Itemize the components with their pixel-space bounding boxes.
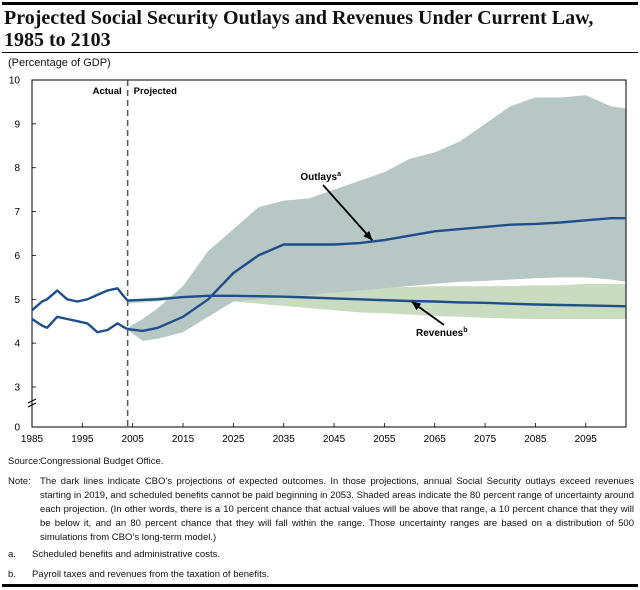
outlays-label-text: Outlays: [300, 172, 337, 183]
note-label: Note:: [8, 476, 31, 487]
x-tick-label-2085: 2085: [524, 434, 547, 445]
y-tick-label-3: 3: [14, 383, 20, 394]
chart-title: Projected Social Security Outlays and Re…: [4, 7, 594, 51]
x-tick-label-2035: 2035: [273, 434, 296, 445]
y-tick-label-5: 5: [14, 295, 20, 306]
revenues-footnote-mark: b: [463, 327, 467, 334]
footnote-b-label: b.: [8, 569, 16, 580]
footnote-a-label: a.: [8, 549, 16, 560]
revenues-uncertainty-band: [127, 95, 626, 341]
chart-svg: 0 3 4 5 6 7 8 9 10 1985 1995 2005 2015 2025 2035 2045 20…: [9, 76, 627, 445]
outlays-projected-line: [127, 294, 627, 308]
chart-labels: Actual Projected Outlaysa Revenuesb: [93, 86, 468, 339]
region-label-projected: Projected: [134, 86, 177, 97]
outlays-arrow-head: [363, 230, 373, 241]
x-tick-label-2015: 2015: [172, 434, 195, 445]
axis-break-mark: [27, 398, 37, 404]
top-rule: [2, 2, 638, 5]
plot-frame: [31, 79, 627, 428]
y-tick-label-0: 0: [14, 423, 20, 434]
x-tick-label-2075: 2075: [474, 434, 497, 445]
series-lines: [31, 184, 627, 334]
outlays-label: Outlaysa: [300, 171, 341, 183]
revenues-actual-line: [31, 315, 129, 334]
bottom-rule: [2, 584, 638, 587]
y-tick-label-9: 9: [14, 119, 20, 130]
x-tick-label-2065: 2065: [424, 434, 447, 445]
x-tick-label-2025: 2025: [222, 434, 245, 445]
revenues-arrow-head: [411, 301, 422, 311]
axes-layer: 0 3 4 5 6 7 8 9 10 1985 1995 2005 2015 2025 2035 2045 20…: [9, 76, 627, 445]
x-tick-label-1995: 1995: [71, 434, 94, 445]
y-tick-label-4: 4: [14, 339, 20, 350]
y-tick-label-7: 7: [14, 207, 20, 218]
unit-label: (Percentage of GDP): [8, 57, 111, 69]
footnote-a: a. Scheduled benefits and administrative …: [8, 549, 220, 560]
x-tick-label-2055: 2055: [373, 434, 396, 445]
revenues-projected-line: [127, 217, 626, 333]
x-tick-label-2045: 2045: [323, 434, 346, 445]
footnote-b: b. Payroll taxes and revenues from the ta…: [8, 569, 269, 580]
revenues-label-text: Revenues: [416, 328, 464, 339]
revenues-label: Revenuesb: [416, 327, 468, 339]
source-label: Source:: [8, 456, 41, 467]
axis-break-mark: [27, 402, 37, 408]
source-line: Source:Congressional Budget Office.: [8, 455, 163, 469]
source-text: Congressional Budget Office.: [40, 456, 164, 467]
region-label-actual: Actual: [93, 86, 122, 97]
x-tick-label-2005: 2005: [122, 434, 145, 445]
outlays-arrow: [322, 184, 373, 241]
footnote-a-text: Scheduled benefits and administrative co…: [32, 549, 220, 560]
footnote-b-text: Payroll taxes and revenues from the taxa…: [32, 569, 270, 580]
x-tick-label-2095: 2095: [575, 434, 598, 445]
note-text: The dark lines indicate CBO’s projection…: [40, 476, 634, 543]
outlays-actual-line: [31, 287, 129, 312]
y-tick-label-6: 6: [14, 251, 20, 262]
x-tick-label-1985: 1985: [21, 434, 44, 445]
outlays-footnote-mark: a: [337, 171, 341, 178]
y-tick-label-8: 8: [14, 163, 20, 174]
uncertainty-bands: [127, 95, 626, 341]
y-tick-label-10: 10: [9, 76, 21, 87]
title-rule: [2, 52, 638, 53]
